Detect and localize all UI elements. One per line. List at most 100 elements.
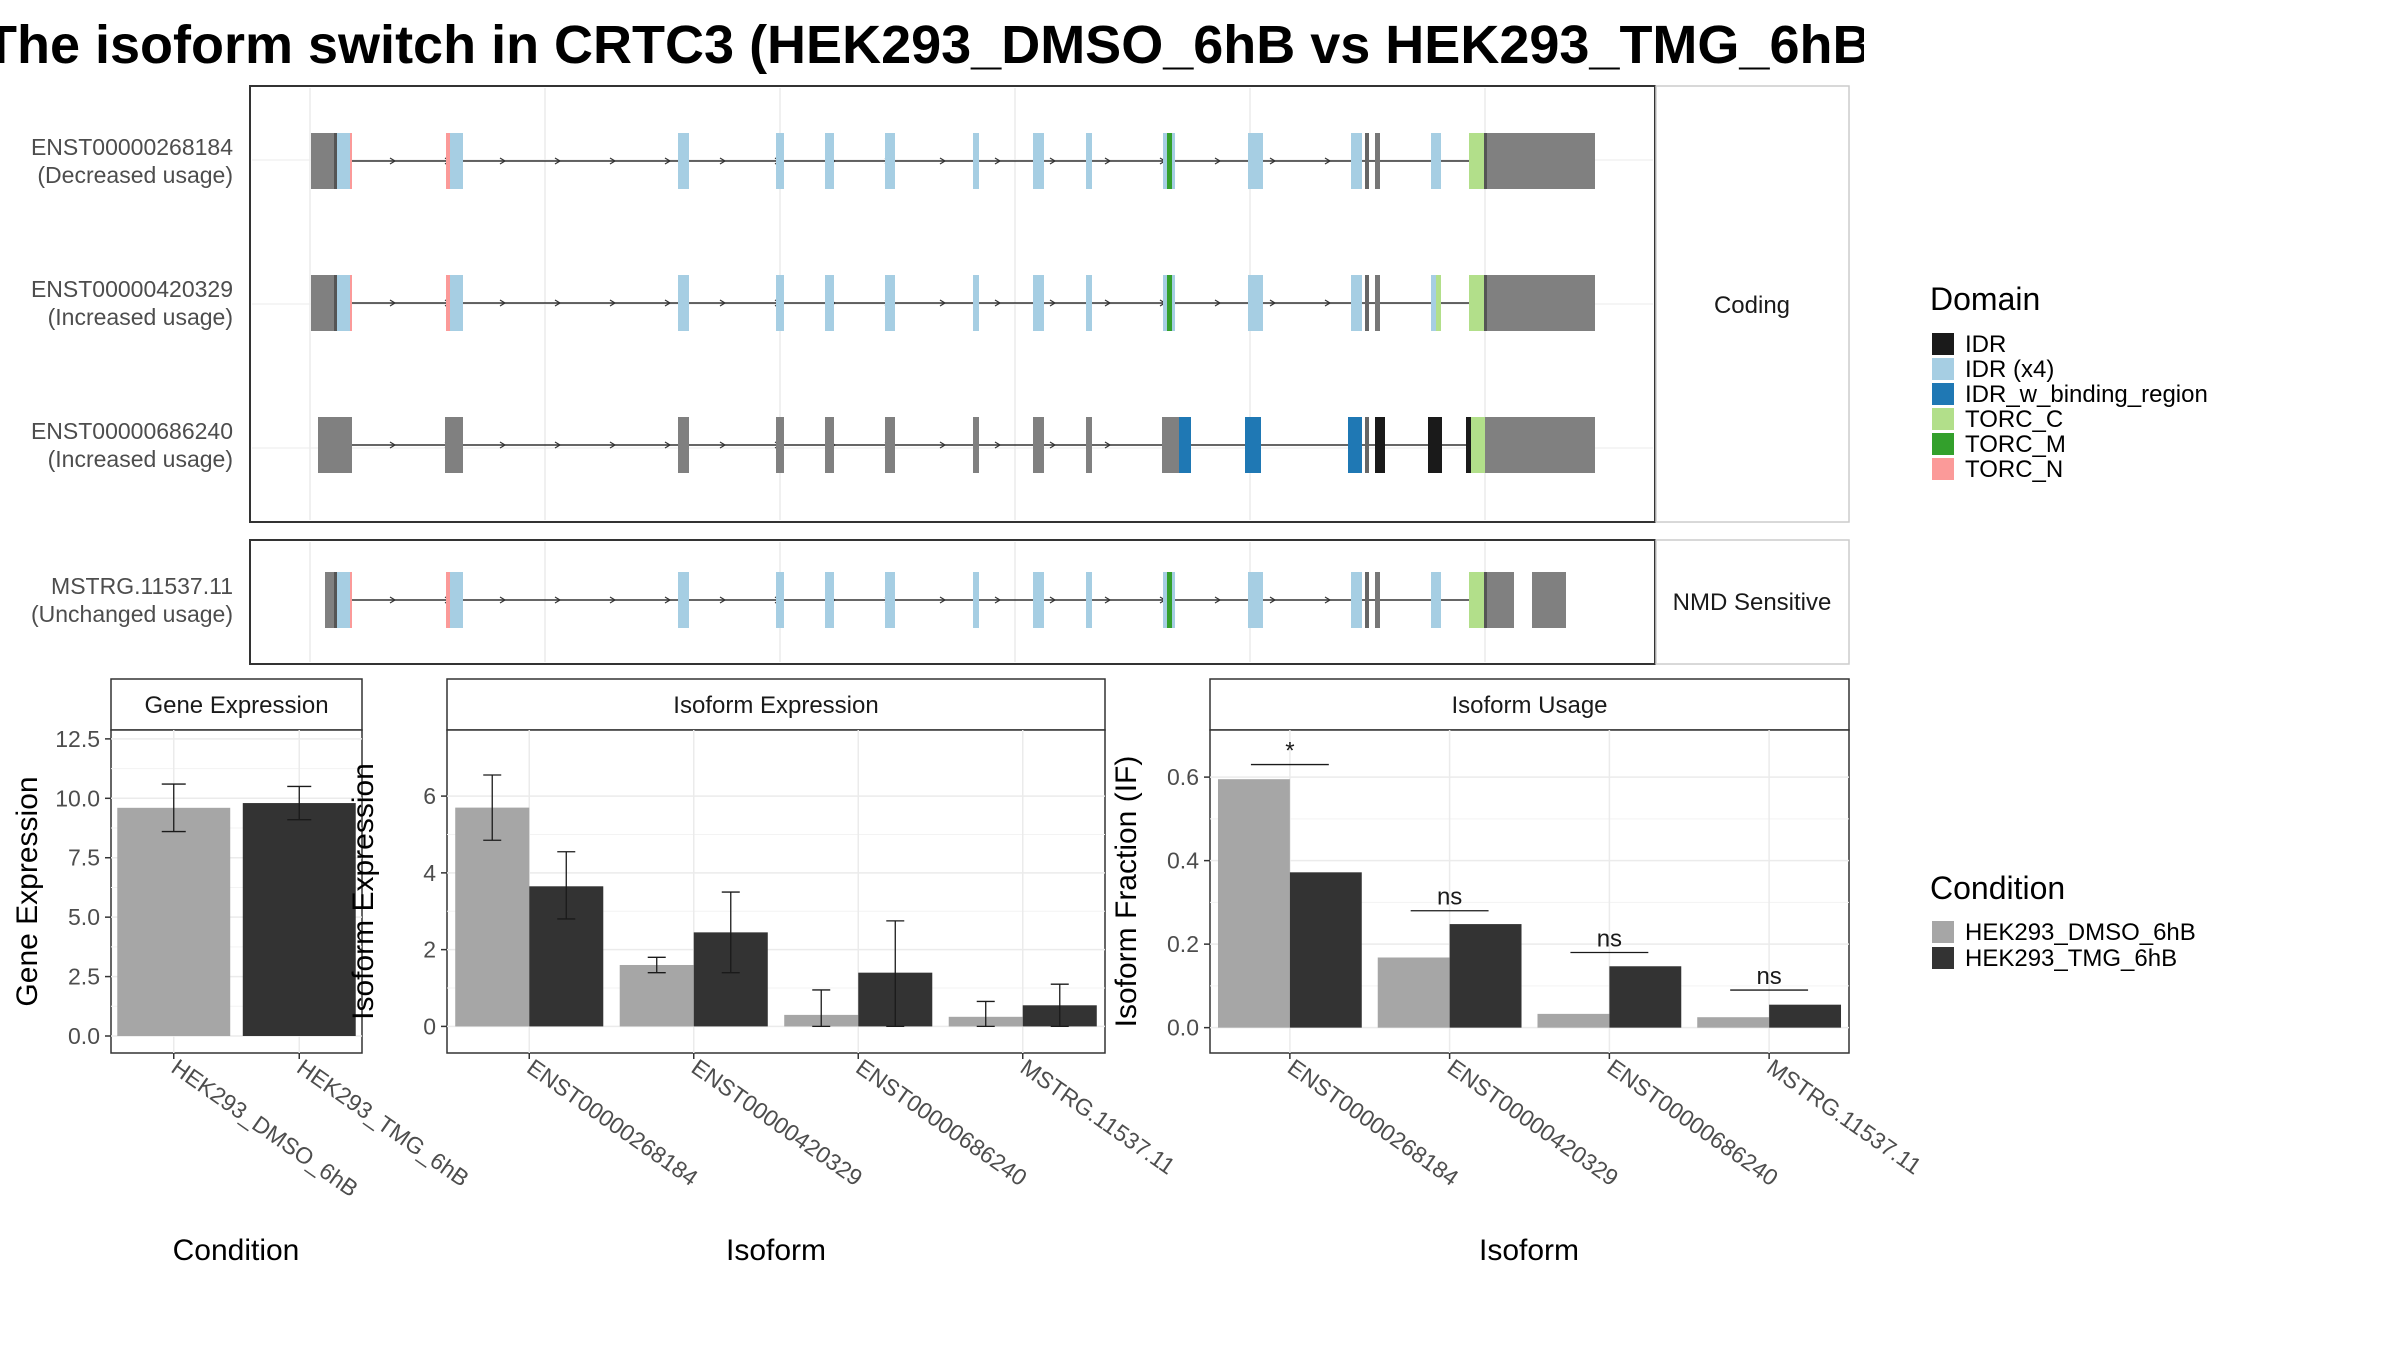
bar bbox=[242, 803, 356, 1036]
x-tick-label: ENST00000420329 bbox=[687, 1054, 867, 1191]
x-tick-label: MSTRG.11537.11 bbox=[1762, 1054, 1926, 1180]
legend-label: IDR_w_binding_region bbox=[1965, 381, 2208, 408]
idr-x4-domain bbox=[825, 133, 834, 189]
utr-exon bbox=[325, 572, 335, 628]
bar-charts: Gene Expression0.02.55.07.510.012.5HEK29… bbox=[11, 678, 1926, 1267]
exon bbox=[445, 417, 463, 473]
intron-arrow bbox=[554, 299, 562, 307]
idr-domain bbox=[1375, 417, 1385, 473]
idr-binding-domain bbox=[1245, 417, 1261, 473]
torc-m-domain bbox=[1167, 275, 1172, 331]
idr-x4-domain bbox=[825, 572, 834, 628]
bar bbox=[1537, 1013, 1610, 1028]
idr-x4-domain bbox=[337, 572, 350, 628]
intron-arrow bbox=[1049, 299, 1057, 307]
intron-arrow bbox=[1104, 299, 1112, 307]
idr-x4-domain bbox=[885, 133, 895, 189]
y-tick-label: 2 bbox=[423, 937, 436, 963]
y-tick-label: 12.5 bbox=[55, 726, 100, 752]
intron-arrow bbox=[389, 596, 397, 604]
y-axis-title: Gene Expression bbox=[11, 776, 44, 1006]
torc-c-domain bbox=[1436, 275, 1441, 331]
panel-title: Isoform Usage bbox=[1451, 692, 1607, 719]
y-tick-label: 0.0 bbox=[68, 1023, 100, 1049]
legend-label: HEK293_DMSO_6hB bbox=[1965, 919, 2196, 946]
intron-arrow bbox=[719, 441, 727, 449]
legend-swatch bbox=[1932, 408, 1954, 430]
exon bbox=[1033, 417, 1044, 473]
legend-swatch bbox=[1932, 458, 1954, 480]
intron-arrow bbox=[1324, 299, 1332, 307]
transcript-usage-label: (Decreased usage) bbox=[37, 162, 233, 188]
bar bbox=[455, 807, 530, 1027]
idr-x4-domain bbox=[1351, 133, 1362, 189]
intron-arrow bbox=[939, 157, 947, 165]
idr-x4-domain bbox=[1351, 275, 1362, 331]
intron-arrow bbox=[609, 441, 617, 449]
legend-label: TORC_M bbox=[1965, 431, 2066, 458]
exon-edge bbox=[1365, 417, 1369, 473]
idr-x4-domain bbox=[450, 572, 463, 628]
y-axis-title: Isoform Expression bbox=[347, 763, 380, 1020]
idr-x4-domain bbox=[1086, 572, 1092, 628]
idr-x4-domain bbox=[1431, 133, 1441, 189]
idr-domain bbox=[1428, 417, 1442, 473]
intron-arrow bbox=[499, 441, 507, 449]
intron-arrow bbox=[554, 157, 562, 165]
idr-x4-domain bbox=[678, 572, 689, 628]
panel-strip bbox=[1209, 678, 1850, 731]
legend-swatch bbox=[1932, 921, 1954, 943]
idr-x4-domain bbox=[825, 275, 834, 331]
intron-arrow bbox=[1104, 596, 1112, 604]
x-axis-title: Isoform bbox=[1479, 1234, 1579, 1267]
legend-swatch bbox=[1932, 433, 1954, 455]
exon bbox=[678, 417, 689, 473]
bar bbox=[1769, 1004, 1842, 1028]
idr-x4-domain bbox=[1248, 133, 1263, 189]
intron-arrow bbox=[1049, 596, 1057, 604]
intron-arrow bbox=[994, 596, 1002, 604]
intron-arrow bbox=[609, 596, 617, 604]
legend-swatch bbox=[1932, 333, 1954, 355]
utr-exon bbox=[1485, 417, 1595, 473]
exon bbox=[825, 417, 834, 473]
intron-arrow bbox=[1049, 441, 1057, 449]
legend-domain-title: Domain bbox=[1930, 281, 2040, 317]
torc-c-domain bbox=[1471, 417, 1485, 473]
legend-swatch bbox=[1932, 383, 1954, 405]
intron-arrow bbox=[554, 441, 562, 449]
transcript-id-label: ENST00000686240 bbox=[31, 418, 233, 444]
significance-label: ns bbox=[1597, 925, 1622, 952]
bar bbox=[1609, 966, 1682, 1028]
significance-label: * bbox=[1285, 738, 1294, 765]
intron-arrow bbox=[389, 299, 397, 307]
intron-arrow bbox=[719, 596, 727, 604]
transcript-usage-label: (Increased usage) bbox=[48, 446, 233, 472]
idr-x4-domain bbox=[1351, 572, 1362, 628]
transcript-id-label: MSTRG.11537.11 bbox=[51, 573, 233, 599]
legend-label: IDR bbox=[1965, 331, 2006, 358]
y-tick-label: 2.5 bbox=[68, 964, 100, 990]
chart-title: The isoform switch in CRTC3 (HEK293_DMSO… bbox=[0, 15, 1864, 75]
torc-m-domain bbox=[1167, 133, 1172, 189]
exon bbox=[973, 417, 979, 473]
intron-arrow bbox=[389, 157, 397, 165]
utr-exon bbox=[1487, 133, 1595, 189]
idr-x4-domain bbox=[678, 133, 689, 189]
panel-title: Gene Expression bbox=[144, 692, 328, 719]
torc-n-domain bbox=[446, 133, 451, 189]
significance-label: ns bbox=[1437, 884, 1462, 911]
x-tick-label: ENST00000268184 bbox=[1283, 1054, 1464, 1191]
transcript-usage-label: (Increased usage) bbox=[48, 304, 233, 330]
legend-label: TORC_C bbox=[1965, 406, 2063, 433]
exon-edge bbox=[1375, 275, 1380, 331]
intron-arrow bbox=[1214, 596, 1222, 604]
utr-exon bbox=[311, 275, 335, 331]
torc-c-domain bbox=[1469, 275, 1485, 331]
utr-exon bbox=[311, 133, 335, 189]
intron-arrow bbox=[939, 441, 947, 449]
idr-domain bbox=[1466, 417, 1471, 473]
exon bbox=[318, 417, 352, 473]
intron-arrow bbox=[1269, 596, 1277, 604]
utr-exon bbox=[1487, 572, 1514, 628]
